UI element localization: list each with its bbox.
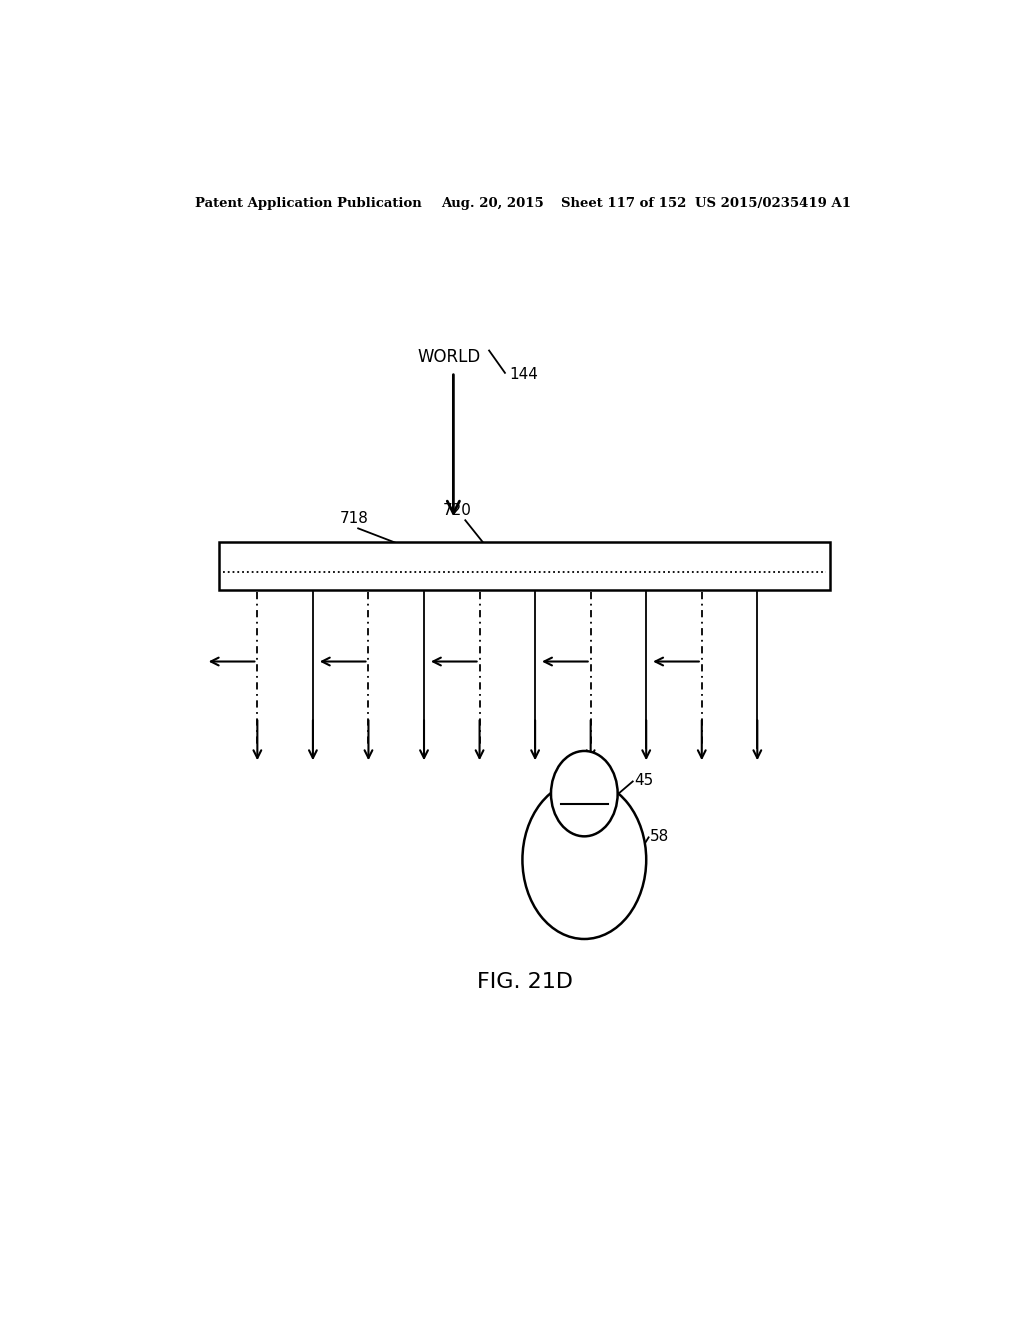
Bar bbox=[219, 541, 830, 590]
Text: Aug. 20, 2015: Aug. 20, 2015 bbox=[441, 197, 544, 210]
Text: WORLD: WORLD bbox=[418, 347, 481, 366]
Text: 718: 718 bbox=[340, 511, 369, 527]
Text: 45: 45 bbox=[634, 774, 653, 788]
Text: 720: 720 bbox=[443, 503, 472, 519]
Text: Sheet 117 of 152: Sheet 117 of 152 bbox=[560, 197, 686, 210]
Text: Patent Application Publication: Patent Application Publication bbox=[196, 197, 422, 210]
Text: US 2015/0235419 A1: US 2015/0235419 A1 bbox=[695, 197, 851, 210]
Text: FIG. 21D: FIG. 21D bbox=[477, 972, 572, 991]
Text: 144: 144 bbox=[509, 367, 538, 383]
Text: 58: 58 bbox=[650, 829, 670, 843]
Circle shape bbox=[522, 780, 646, 939]
Circle shape bbox=[551, 751, 617, 837]
